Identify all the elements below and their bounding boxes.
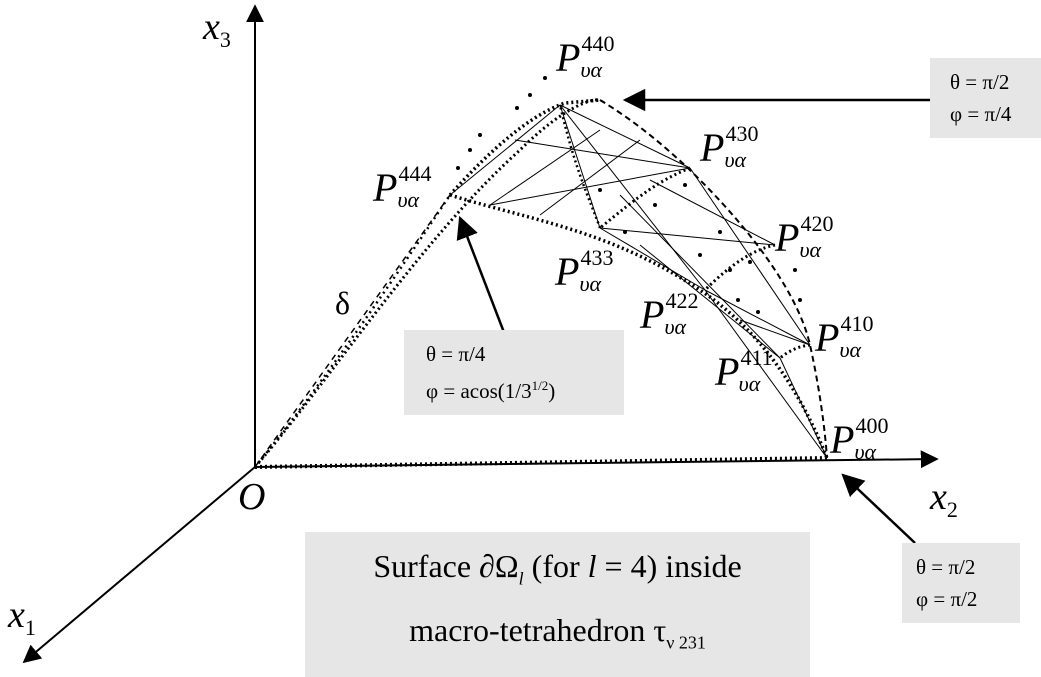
angle-box-bottom-right-theta: θ = π/2 [916, 555, 976, 579]
dashed-diagonal [254, 194, 451, 468]
point-430-label: P430υα [700, 121, 759, 172]
point-410-label: P410υα [815, 311, 874, 362]
point-444-label: P444υα [373, 161, 432, 212]
point-420-label: P420υα [775, 211, 834, 262]
delta-label: δ [335, 285, 351, 321]
surface-mesh [449, 104, 828, 459]
boundary-x2-curve [254, 456, 828, 469]
point-422-label: P422υα [640, 288, 699, 339]
caption-line-2: macro-tetrahedron τν 231 [409, 612, 706, 653]
scatter-dots [456, 76, 802, 314]
angle-box-top-right-phi: φ = π/4 [950, 102, 1012, 126]
x1-label: x1 [8, 594, 36, 640]
boundary-inner-arc [254, 194, 452, 468]
angle-box-top-right: θ = π/2 φ = π/4 [930, 58, 1041, 138]
point-440-label: P440υα [556, 31, 615, 82]
x1-axis [22, 466, 256, 664]
angle-box-middle-phi: φ = acos(1/31/2) [426, 378, 556, 403]
edge-410-411 [779, 343, 811, 360]
angle-box-bottom-right: θ = π/2 φ = π/2 [902, 543, 1020, 623]
edge-440-400 [599, 99, 828, 459]
arrow-middle [456, 215, 507, 336]
caption-line-1: Surface ∂Ωl (for l = 4) inside [373, 548, 742, 589]
arrow-bottom-right [841, 473, 916, 544]
angle-box-top-right-theta: θ = π/2 [950, 70, 1010, 94]
caption-box: Surface ∂Ωl (for l = 4) inside macro-tet… [305, 532, 810, 677]
origin-label: O [238, 476, 266, 518]
angle-box-middle-theta: θ = π/4 [426, 342, 486, 366]
angle-box-bottom-right-phi: φ = π/2 [916, 587, 978, 611]
edge-430-433 [599, 166, 691, 230]
point-400-label: P400υα [830, 413, 889, 464]
boundary-outer-arc [253, 98, 601, 468]
x3-label: x3 [203, 6, 231, 52]
angle-box-middle: θ = π/4 φ = acos(1/31/2) [404, 330, 624, 415]
edge-444-400 [449, 193, 829, 459]
x2-label: x2 [930, 476, 958, 522]
edge-420-422 [703, 243, 776, 292]
point-411-label: P411υα [715, 345, 773, 396]
point-433-label: P433υα [555, 245, 614, 296]
